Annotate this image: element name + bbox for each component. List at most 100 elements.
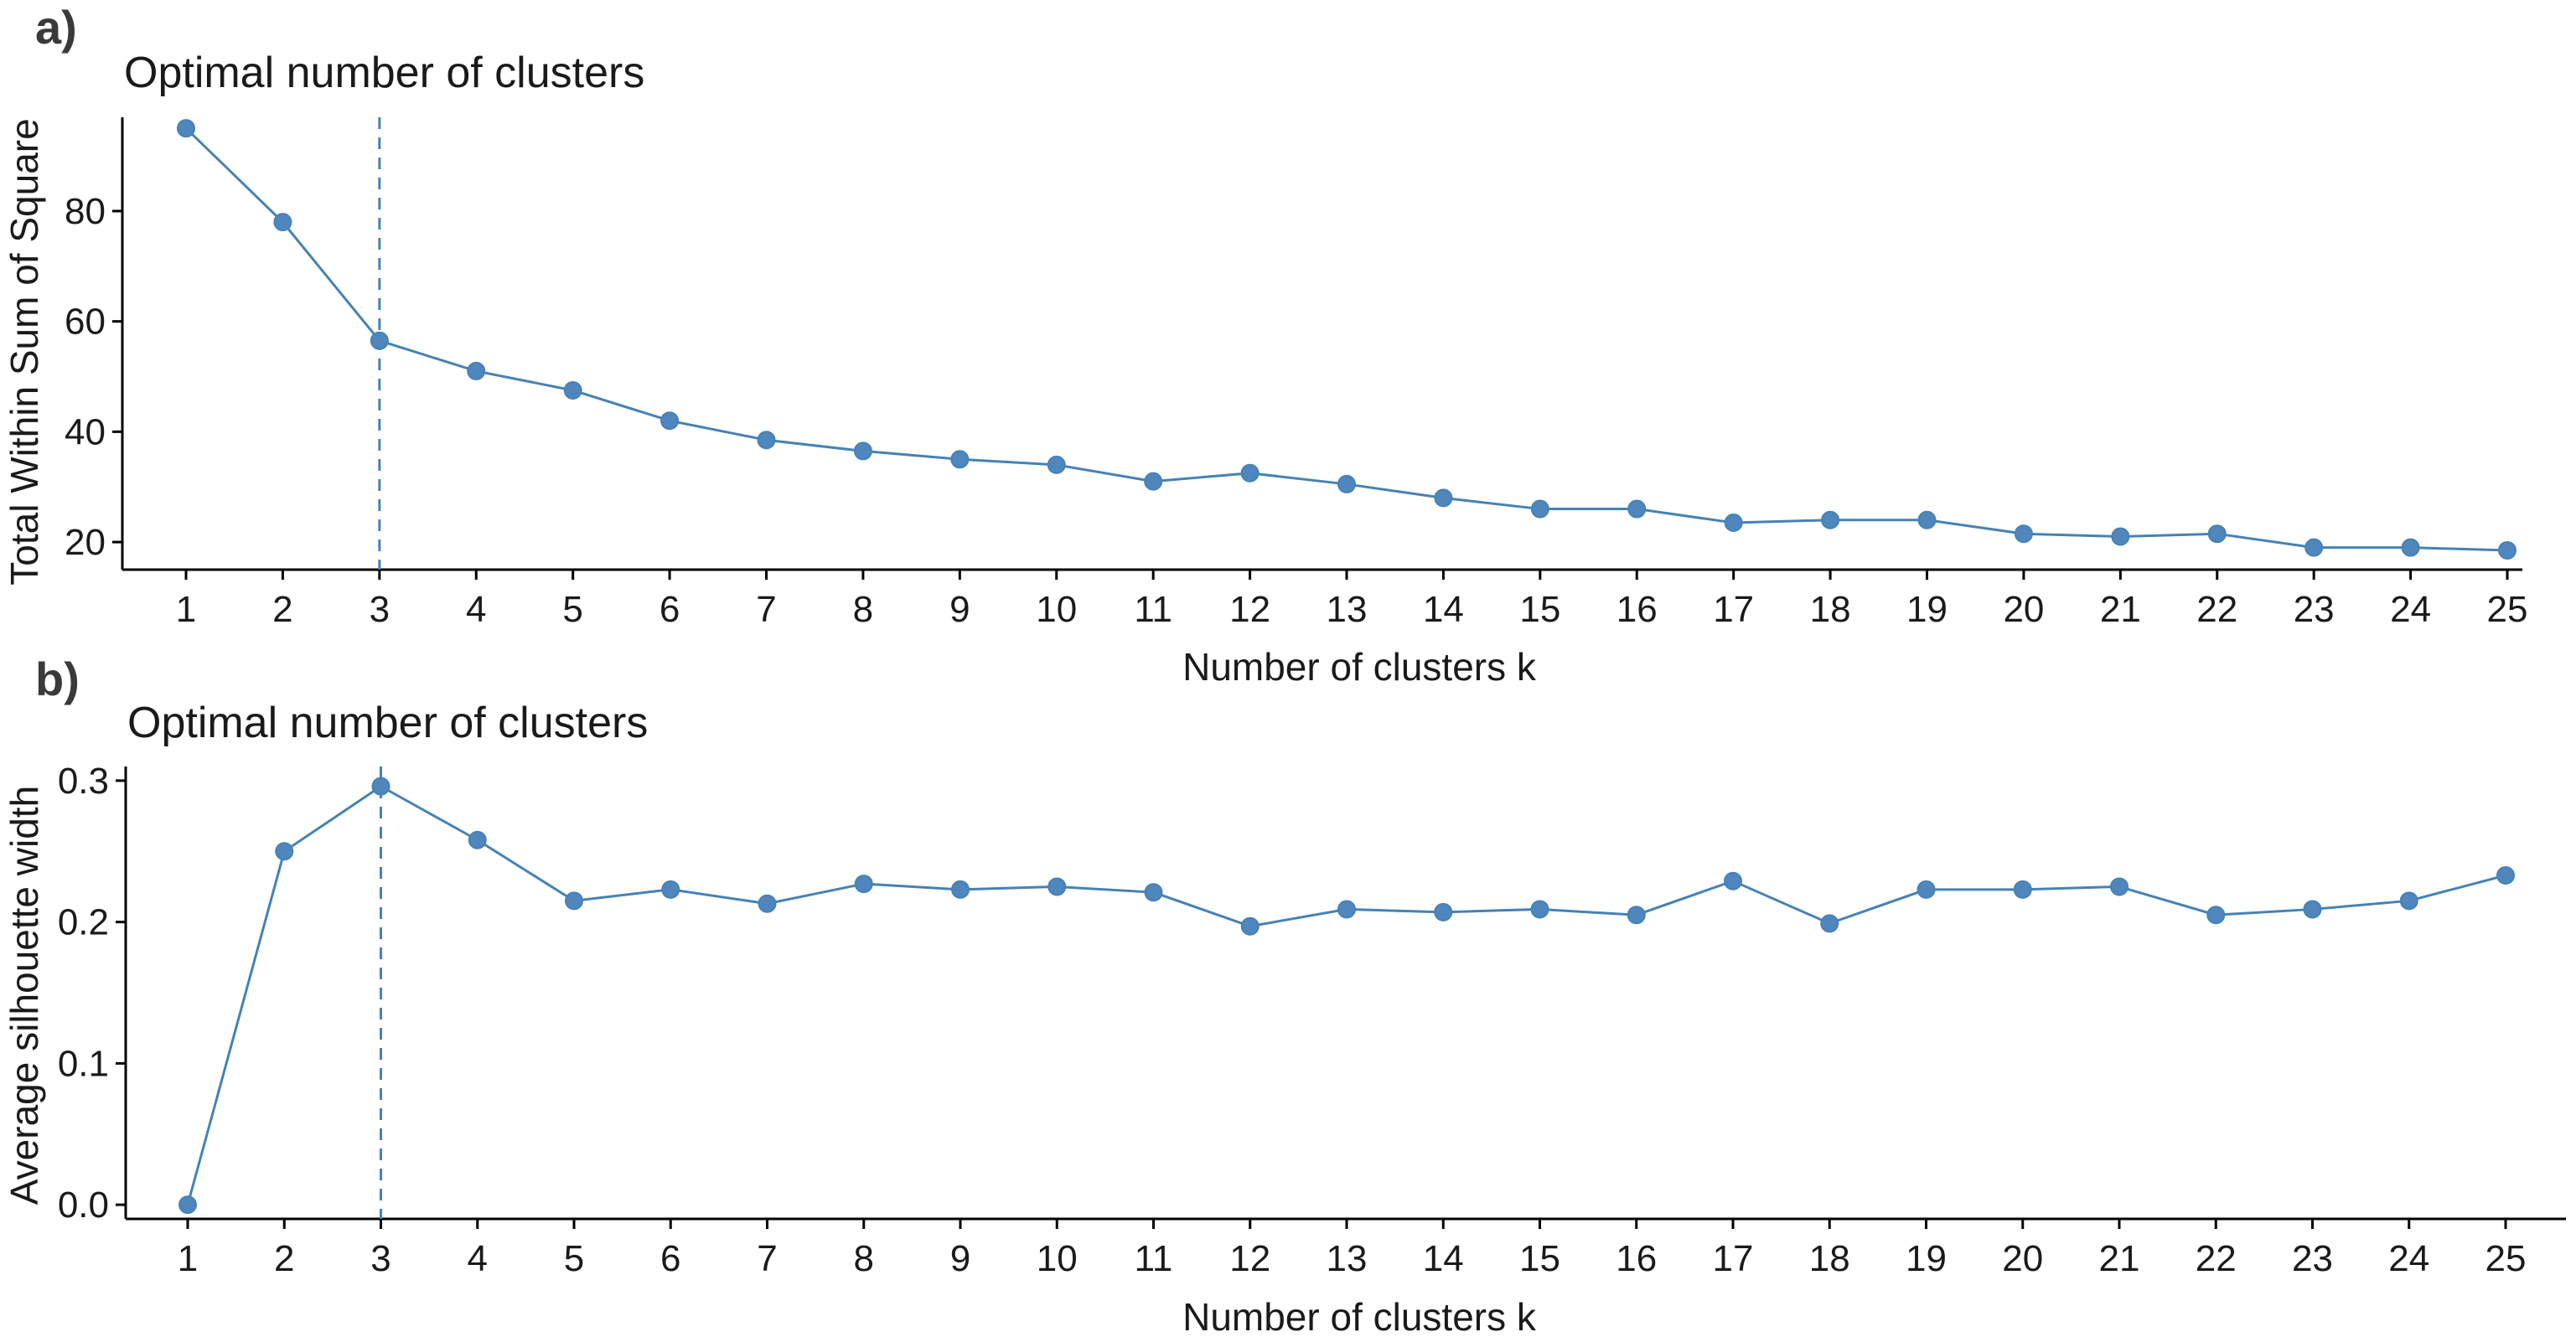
panel-a-data-point	[2498, 540, 2517, 560]
panel-b-silhouette-chart: b) Optimal number of clusters Average si…	[3, 653, 2566, 1337]
panel-a-data-point	[757, 431, 776, 450]
panel-a-data-point	[1724, 514, 1743, 533]
panel-b-x-tick-label: 1	[178, 1238, 198, 1279]
panel-a-data-point	[2111, 527, 2130, 546]
panel-b-label: b)	[35, 653, 80, 705]
panel-b-x-tick-label: 15	[1519, 1238, 1560, 1279]
panel-a-data-point	[467, 361, 486, 380]
panel-a-y-tick-label: 80	[65, 191, 106, 232]
panel-a-data-point	[1240, 463, 1260, 483]
panel-a-x-tick-label: 13	[1327, 589, 1368, 630]
panel-a-x-tick-label: 22	[2196, 589, 2237, 630]
panel-a-x-tick-label: 6	[660, 589, 680, 630]
panel-b-data-point	[951, 880, 970, 899]
panel-a-points	[177, 119, 2517, 560]
panel-b-x-tick-label: 22	[2196, 1238, 2237, 1279]
panel-a-x-tick-label: 15	[1519, 589, 1560, 630]
panel-b-x-tick-label: 3	[370, 1238, 391, 1279]
panel-b-data-point	[2110, 877, 2129, 896]
panel-b-x-tick-label: 23	[2292, 1238, 2333, 1279]
panel-b-x-tick-label: 10	[1037, 1238, 1078, 1279]
panel-b-data-point	[178, 1195, 197, 1215]
panel-a-x-ticks: 1 2 3 4 5 6 7 8 9 10 11 12 13 14 15 16 17 18 19 20 21 22 23 24 2…	[176, 570, 2528, 630]
panel-b-data-point	[2399, 891, 2418, 911]
panel-a-x-axis-title: Number of clusters k	[1182, 645, 1537, 689]
panel-a-data-point	[563, 380, 582, 400]
panel-a-data-point	[273, 213, 292, 232]
panel-a-x-tick-label: 14	[1423, 589, 1464, 630]
panel-b-data-point	[468, 830, 487, 849]
panel-a-x-tick-label: 24	[2390, 589, 2431, 630]
panel-b-title: Optimal number of clusters	[127, 699, 648, 747]
panel-a-x-tick-label: 9	[949, 589, 970, 630]
panel-a-data-point	[2401, 538, 2420, 557]
panel-b-x-tick-label: 11	[1135, 1238, 1173, 1279]
panel-a-x-tick-label: 17	[1713, 589, 1754, 630]
panel-a-data-point	[1821, 510, 1840, 529]
panel-b-x-tick-label: 25	[2485, 1238, 2527, 1279]
panel-b-x-tick-label: 21	[2099, 1238, 2140, 1279]
panel-b-y-tick-label: 0.2	[58, 902, 109, 943]
panel-b-data-point	[2206, 906, 2226, 925]
panel-a-y-axis-title: Total Within Sum of Square	[3, 118, 46, 585]
panel-a-x-tick-label: 1	[176, 589, 196, 630]
panel-a-data-point	[2014, 524, 2033, 544]
panel-b-y-ticks: 0.0 0.1 0.2 0.3	[58, 761, 126, 1226]
panel-b-data-point	[1434, 902, 1453, 921]
panel-b-x-tick-label: 24	[2388, 1238, 2429, 1279]
panel-b-data-point	[2013, 880, 2032, 899]
panel-b-data-point	[1530, 900, 1549, 919]
panel-b-x-tick-label: 17	[1713, 1238, 1754, 1279]
panel-b-data-point	[1047, 877, 1067, 896]
panel-b-y-tick-label: 0.3	[58, 761, 109, 802]
panel-a-x-tick-label: 10	[1036, 589, 1077, 630]
panel-b-data-point	[758, 894, 777, 913]
panel-a-x-tick-label: 16	[1616, 589, 1658, 630]
panel-a-data-point	[1530, 499, 1549, 519]
panel-b-y-tick-label: 0.0	[58, 1185, 109, 1226]
panel-a-x-tick-label: 25	[2487, 589, 2528, 630]
panel-b-x-tick-label: 7	[757, 1238, 777, 1279]
panel-b-data-point	[1820, 914, 1839, 933]
panel-a-x-tick-label: 23	[2294, 589, 2335, 630]
panel-b-x-tick-label: 5	[564, 1238, 584, 1279]
panel-a-x-tick-label: 21	[2100, 589, 2141, 630]
panel-a-x-tick-label: 7	[756, 589, 776, 630]
panel-a-y-ticks: 20 40 60 80	[65, 191, 122, 563]
panel-a-x-tick-label: 11	[1134, 589, 1172, 630]
panel-a-x-tick-label: 5	[562, 589, 582, 630]
panel-b-data-point	[2303, 900, 2322, 919]
panel-b-x-tick-label: 9	[950, 1238, 970, 1279]
panel-b-data-point	[275, 842, 294, 861]
panel-a-data-point	[853, 441, 872, 461]
panel-a-data-point	[2304, 538, 2324, 557]
panel-a-data-point	[660, 411, 680, 431]
panel-a-data-point	[1047, 455, 1066, 474]
panel-b-x-tick-label: 16	[1616, 1238, 1657, 1279]
panel-b-x-ticks: 1 2 3 4 5 6 7 8 9 10 11 12 13 14 15 16 17 18 19 20 21 22 23 24 2…	[178, 1219, 2527, 1279]
panel-b-data-point	[854, 875, 873, 894]
panel-a-x-tick-label: 20	[2003, 589, 2044, 630]
panel-b-x-tick-label: 8	[854, 1238, 874, 1279]
panel-a-data-point	[1337, 474, 1356, 493]
panel-b-data-point	[1337, 900, 1356, 919]
panel-b-data-point	[371, 777, 391, 796]
panel-b-x-tick-label: 14	[1423, 1238, 1464, 1279]
panel-b-x-tick-label: 12	[1229, 1238, 1270, 1279]
panel-a-x-tick-label: 18	[1810, 589, 1851, 630]
panel-b-data-point	[1240, 916, 1260, 936]
panel-a-y-tick-label: 40	[65, 411, 106, 452]
panel-b-x-tick-label: 4	[468, 1238, 488, 1279]
panel-b-x-tick-label: 18	[1809, 1238, 1850, 1279]
panel-b-data-point	[565, 891, 583, 911]
panel-b-data-point	[1144, 883, 1163, 902]
panel-a-data-point	[2207, 524, 2227, 544]
panel-a-data-point	[370, 331, 389, 350]
panel-b-series-line	[186, 784, 2506, 1205]
panel-a-x-tick-label: 2	[272, 589, 292, 630]
panel-a-data-point	[950, 450, 970, 469]
panel-b-x-tick-label: 20	[2002, 1238, 2043, 1279]
panel-b-data-point	[1627, 906, 1646, 925]
